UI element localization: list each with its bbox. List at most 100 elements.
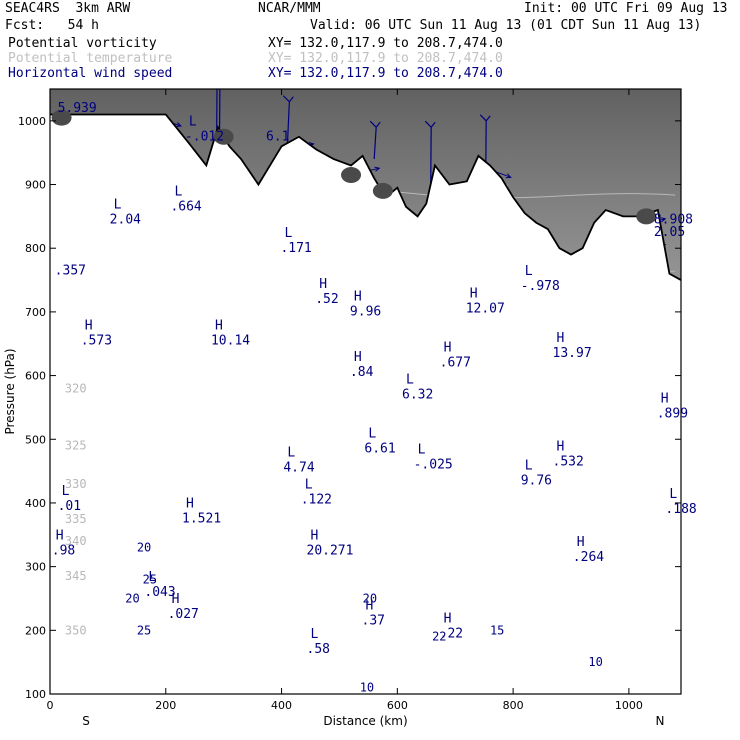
field-pv-xy: XY= 132.0,117.9 to 208.7,474.0: [268, 36, 503, 51]
extremum-marker-8: H: [444, 611, 452, 626]
extremum-value-17: .899: [657, 407, 688, 422]
model-title: SEAC4RS 3km ARW: [5, 1, 131, 16]
extremum-value-2: .043: [144, 585, 175, 600]
extremum-marker-17: H: [661, 392, 669, 407]
pv-dark-blob-2: [636, 208, 657, 225]
extremum-marker-20: H: [354, 350, 362, 365]
theta-label-1: 345: [65, 569, 87, 583]
extremum-marker-11: L: [305, 478, 313, 493]
extremum-value-36: 5.939: [58, 101, 97, 116]
wind-vertical-vector-7: [369, 120, 381, 160]
extremum-value-21: 6.32: [402, 388, 433, 403]
y-tick-label-8: 900: [25, 179, 46, 192]
extremum-marker-10: L: [669, 487, 677, 502]
y-axis-label: Pressure (hPa): [3, 348, 17, 434]
extremum-marker-24: H: [319, 277, 327, 292]
extremum-marker-27: L: [525, 264, 533, 279]
extremum-value-19: 10.14: [211, 333, 250, 348]
extremum-value-15: 9.76: [521, 473, 552, 488]
extremum-marker-23: H: [557, 331, 565, 346]
extremum-marker-4: H: [186, 497, 194, 512]
extremum-value-31: .664: [170, 200, 201, 215]
init-time: Init: 00 UTC Fri 09 Aug 13: [524, 1, 728, 16]
y-tick-label-4: 500: [25, 433, 46, 446]
wind-label-5: 10: [588, 655, 602, 669]
extremum-value-29: .171: [280, 241, 311, 256]
extremum-marker-5: H: [311, 529, 319, 544]
x-axis-north-label: N: [656, 714, 665, 728]
extremum-marker-16: H: [557, 439, 565, 454]
wind-vertical-vector-6: [282, 95, 294, 147]
y-tick-label-0: 100: [25, 688, 46, 701]
theta-label-4: 330: [65, 477, 87, 491]
terrain-mask: [50, 114, 681, 694]
theta-label-0: 350: [65, 623, 87, 637]
wind-vector-576: [495, 171, 512, 179]
theta-label-3: 335: [65, 512, 87, 526]
extremum-value-30: 2.04: [110, 212, 141, 227]
wind-label-1: 20: [125, 591, 139, 605]
extremum-value-3: .027: [168, 607, 199, 622]
extremum-marker-2: L: [148, 570, 156, 585]
extremum-value-32: -.012: [185, 130, 224, 145]
extremum-value-24: .52: [315, 292, 338, 307]
extremum-value-11: .122: [301, 493, 332, 508]
extremum-value-28: .357: [55, 263, 86, 278]
x-tick-label-3: 600: [387, 699, 408, 712]
field-pv-name: Potential vorticity: [8, 36, 157, 51]
extremum-value-34: 2.05: [654, 225, 685, 240]
extremum-marker-32: L: [189, 115, 197, 130]
extremum-marker-7: H: [366, 599, 374, 614]
x-axis-label: Distance (km): [323, 714, 407, 728]
theta-label-6: 320: [65, 381, 87, 395]
extremum-marker-21: L: [406, 373, 414, 388]
extremum-marker-14: L: [418, 443, 426, 458]
valid-time: Valid: 06 UTC Sun 11 Aug 13 (01 CDT Sun …: [310, 18, 702, 33]
x-tick-label-4: 800: [503, 699, 524, 712]
extremum-marker-19: H: [215, 318, 223, 333]
extremum-value-14: -.025: [414, 458, 453, 473]
extremum-value-27: -.978: [521, 279, 560, 294]
extremum-value-6: .58: [307, 642, 330, 657]
pv-dark-blob-4: [341, 166, 362, 183]
extremum-marker-26: H: [470, 287, 478, 302]
extremum-value-35: 8.908: [654, 212, 693, 227]
pv-dark-blob-3: [372, 182, 393, 199]
extremum-marker-30: L: [114, 197, 122, 212]
extremum-value-20: .84: [350, 365, 374, 380]
wind-label-8: 20: [363, 591, 377, 605]
extremum-marker-12: L: [287, 446, 295, 461]
extremum-value-0: .98: [52, 544, 75, 559]
extremum-marker-1: L: [62, 484, 70, 499]
wind-label-2: 25: [143, 572, 157, 586]
extremum-value-1: .01: [58, 499, 81, 514]
field-wind-name: Horizontal wind speed: [8, 66, 173, 81]
field-wind-xy: XY= 132.0,117.9 to 208.7,474.0: [268, 66, 503, 81]
wind-label-3: 20: [137, 541, 151, 555]
extremum-marker-29: L: [284, 226, 292, 241]
theta-label-2: 340: [65, 534, 87, 548]
terrain-profile: [50, 113, 681, 281]
theta-label-5: 325: [65, 439, 87, 453]
plot-frame: [49, 88, 682, 695]
x-tick-label-1: 200: [155, 699, 176, 712]
extremum-value-25: 9.96: [350, 305, 381, 320]
y-tick-label-9: 1000: [18, 115, 46, 128]
x-tick-label-2: 400: [271, 699, 292, 712]
extremum-value-4: 1.521: [182, 512, 221, 527]
extremum-marker-22: H: [444, 341, 452, 356]
extremum-value-16: .532: [553, 454, 584, 469]
extremum-value-12: 4.74: [283, 461, 314, 476]
x-tick-label-0: 0: [47, 699, 54, 712]
field-theta-name: Potential temperature: [8, 51, 173, 66]
extremum-value-9: .264: [573, 550, 604, 565]
extremum-marker-31: L: [174, 185, 182, 200]
extremum-value-33: 6.1: [266, 130, 289, 145]
y-tick-label-6: 700: [25, 306, 46, 319]
organization: NCAR/MMM: [258, 1, 321, 16]
extremum-marker-3: H: [172, 592, 180, 607]
extremum-value-7: .37: [362, 614, 385, 629]
extremum-marker-25: H: [354, 290, 362, 305]
field-theta-xy: XY= 132.0,117.9 to 208.7,474.0: [268, 51, 503, 66]
extremum-marker-15: L: [525, 458, 533, 473]
